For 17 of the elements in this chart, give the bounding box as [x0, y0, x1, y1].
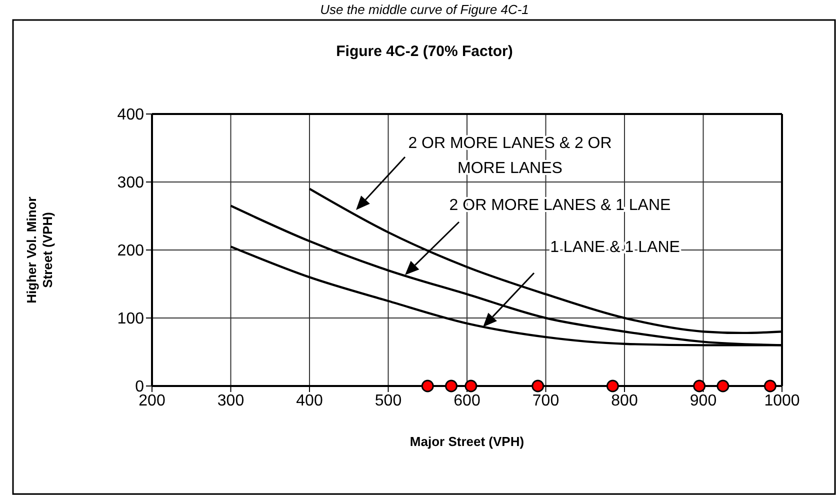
x-tick-label: 800 [611, 392, 638, 410]
y-tick-label: 400 [117, 106, 144, 124]
y-tick-label: 100 [117, 310, 144, 328]
y-axis-title: Higher Vol. Minor Street (VPH) [24, 196, 55, 304]
x-tick-label: 600 [454, 392, 480, 410]
x-tick-label: 200 [138, 392, 166, 410]
x-tick-label: 900 [690, 392, 717, 410]
x-axis-title: Major Street (VPH) [410, 434, 524, 449]
x-tick-label: 1000 [764, 392, 800, 410]
x-tick-label: 500 [374, 392, 402, 410]
x-tick-label: 700 [532, 392, 560, 410]
chart-title: Figure 4C-2 (70% Factor) [336, 43, 513, 60]
text: Use the middle curve of Figure 4C-1 [320, 2, 529, 17]
y-tick-label: 300 [117, 174, 144, 192]
y-tick-label: 200 [117, 242, 144, 260]
x-tick-label: 400 [296, 392, 323, 410]
x-tick-label: 300 [217, 392, 244, 410]
